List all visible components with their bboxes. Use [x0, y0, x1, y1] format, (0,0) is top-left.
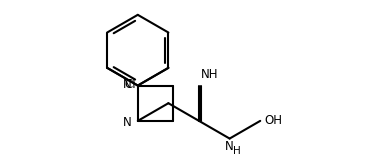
- Text: NH: NH: [201, 68, 218, 81]
- Text: H: H: [233, 146, 241, 156]
- Text: N: N: [225, 140, 234, 153]
- Text: OH: OH: [265, 114, 282, 127]
- Text: Cl: Cl: [125, 78, 136, 91]
- Text: N: N: [123, 116, 132, 129]
- Text: N: N: [123, 78, 132, 91]
